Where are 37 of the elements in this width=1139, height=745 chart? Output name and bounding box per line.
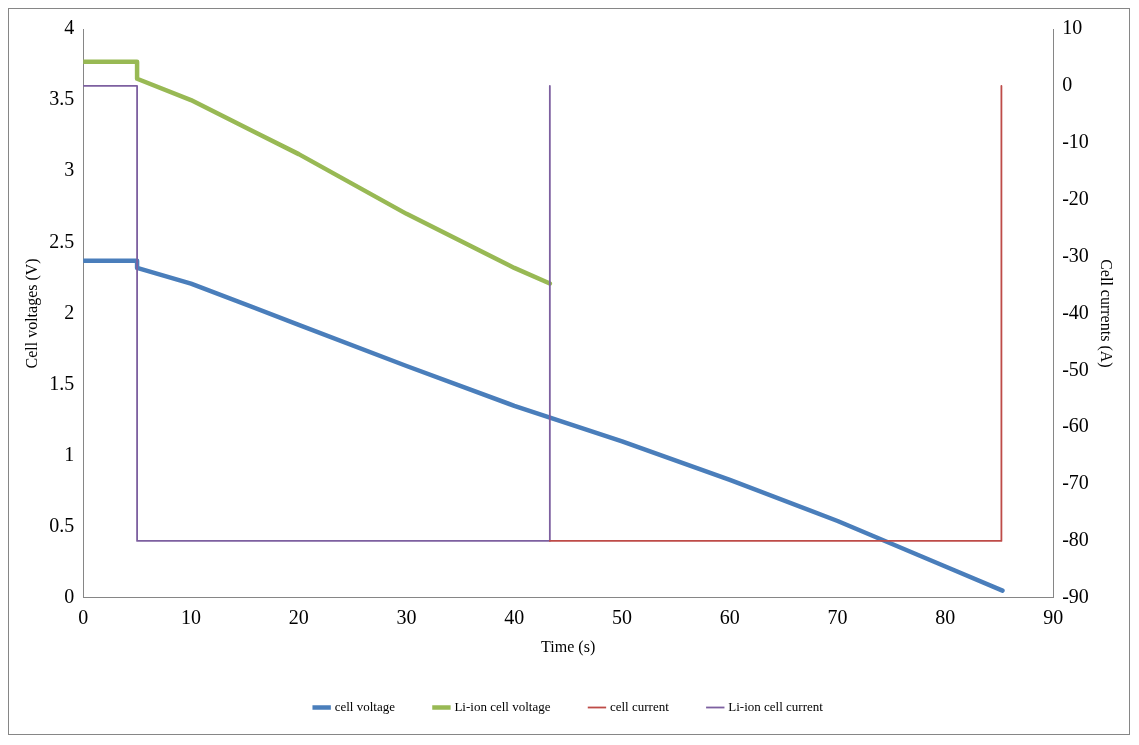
legend-label: Li-ion cell voltage xyxy=(454,698,551,714)
y2-tick-label: 10 xyxy=(1062,16,1083,39)
y2-tick-label: -60 xyxy=(1062,414,1089,437)
y2-axis-title: Cell currents (A) xyxy=(1097,259,1116,368)
x-tick-label: 70 xyxy=(827,606,848,629)
y-tick-label: 1.5 xyxy=(49,371,75,394)
y-tick-label: 4 xyxy=(64,16,75,39)
legend-label: cell voltage xyxy=(334,698,396,714)
x-axis-title: Time (s) xyxy=(541,637,596,656)
x-tick-label: 60 xyxy=(719,606,740,629)
y2-tick-label: -80 xyxy=(1062,528,1089,551)
y2-tick-label: -90 xyxy=(1062,585,1089,608)
x-tick-label: 30 xyxy=(396,606,417,629)
legend-label: cell current xyxy=(609,698,670,714)
x-tick-label: 10 xyxy=(180,606,201,629)
legend-label: Li-ion cell current xyxy=(728,698,824,714)
y-tick-label: 2.5 xyxy=(49,229,75,252)
x-tick-label: 0 xyxy=(78,606,89,629)
y2-tick-label: -10 xyxy=(1062,130,1089,153)
y-tick-label: 0 xyxy=(64,585,75,608)
y-tick-label: 3.5 xyxy=(49,87,75,110)
y-tick-label: 2 xyxy=(64,300,75,323)
y-tick-label: 0.5 xyxy=(49,513,75,536)
x-tick-label: 50 xyxy=(612,606,633,629)
y2-tick-label: -20 xyxy=(1062,186,1089,209)
y-tick-label: 1 xyxy=(64,442,75,465)
y-tick-label: 3 xyxy=(64,158,75,181)
y2-tick-label: -50 xyxy=(1062,357,1089,380)
x-tick-label: 40 xyxy=(504,606,525,629)
y2-tick-label: -40 xyxy=(1062,300,1089,323)
x-tick-label: 90 xyxy=(1043,606,1064,629)
y2-tick-label: 0 xyxy=(1062,73,1073,96)
y-axis-title: Cell voltages (V) xyxy=(22,258,41,369)
x-tick-label: 80 xyxy=(935,606,956,629)
y2-tick-label: -30 xyxy=(1062,243,1089,266)
y2-tick-label: -70 xyxy=(1062,471,1089,494)
x-tick-label: 20 xyxy=(288,606,309,629)
